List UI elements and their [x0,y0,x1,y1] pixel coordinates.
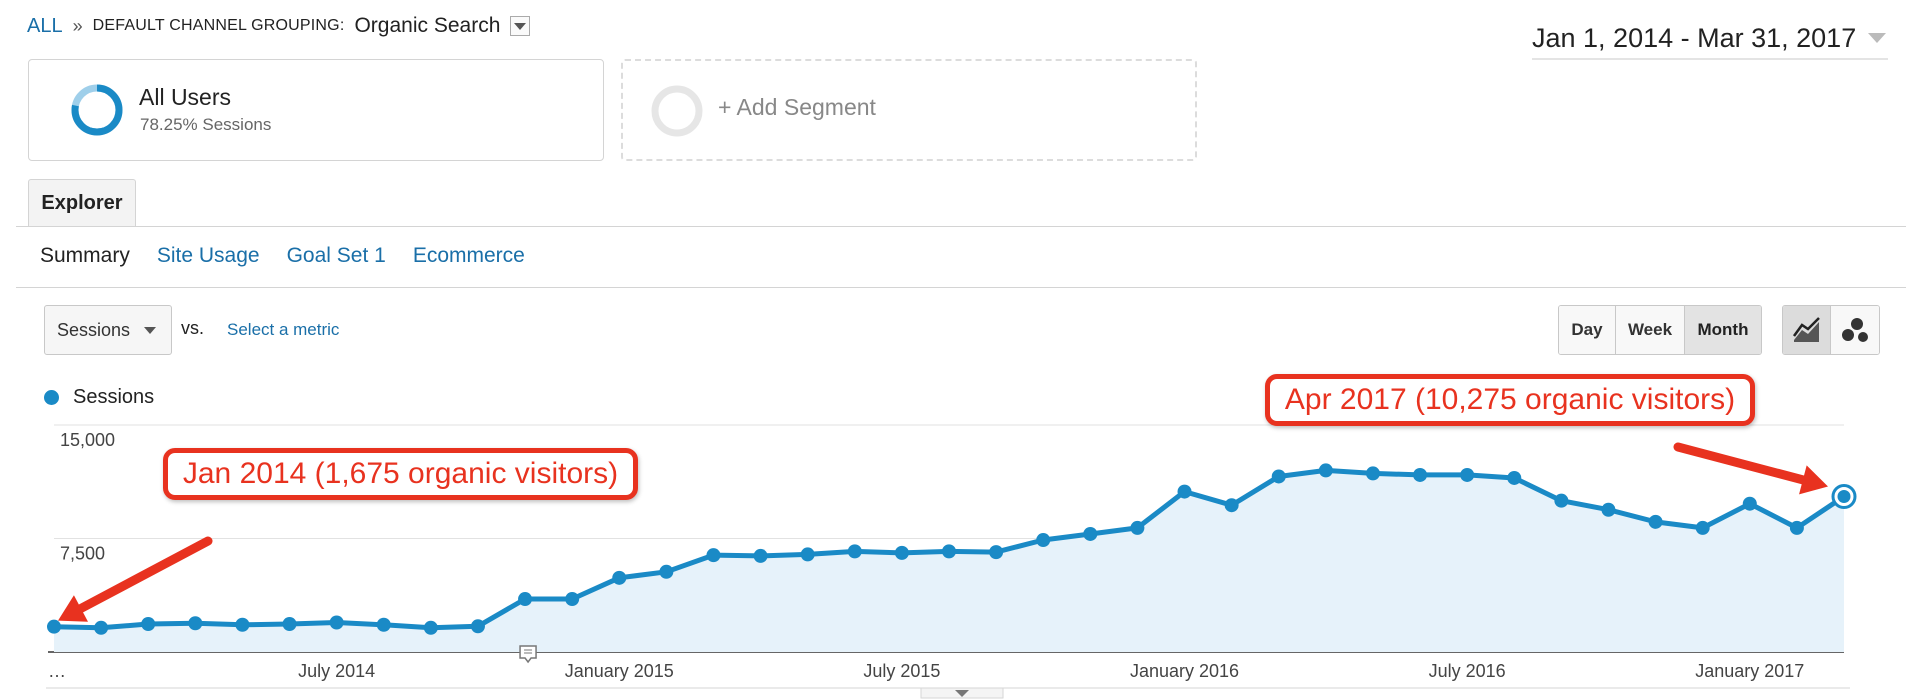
segment-all-users[interactable]: All Users 78.25% Sessions [28,59,604,161]
chevron-down-icon [1868,33,1887,43]
data-point[interactable] [235,617,250,632]
data-point[interactable] [612,570,627,585]
chevron-down-icon [144,326,157,334]
data-point[interactable] [800,547,815,562]
data-point[interactable] [706,548,721,563]
callout-end: Apr 2017 (10,275 organic visitors) [1265,374,1755,426]
period-toggle: Day Week Month [1558,305,1762,355]
motion-chart-icon [1842,318,1868,342]
tab-explorer[interactable]: Explorer [28,179,136,227]
sessions-area [54,470,1844,652]
data-point[interactable] [565,592,580,607]
data-point[interactable] [1318,463,1333,478]
line-chart-icon [1792,317,1820,342]
motion-chart-view-button[interactable] [1831,306,1879,354]
data-point[interactable] [47,619,61,634]
select-metric-link[interactable]: Select a metric [227,320,340,339]
data-point[interactable] [470,619,485,634]
add-segment-label: + Add Segment [718,94,876,120]
data-point[interactable] [94,620,109,635]
data-point[interactable] [1083,526,1098,541]
data-point[interactable] [188,616,203,631]
data-point[interactable] [1601,502,1616,517]
subtab-site-usage[interactable]: Site Usage [156,244,260,267]
subtab-summary[interactable]: Summary [40,244,130,267]
data-point[interactable] [1224,498,1239,513]
data-point[interactable] [282,617,297,632]
data-point[interactable] [1554,493,1569,508]
data-point[interactable] [894,545,909,560]
data-point[interactable] [376,617,391,632]
y-tick-label: 7,500 [60,544,105,564]
data-point[interactable] [847,544,862,559]
data-point[interactable] [1365,466,1380,481]
data-point[interactable] [659,564,674,579]
data-point[interactable] [1837,490,1851,504]
line-chart-view-button[interactable] [1783,306,1831,354]
data-point[interactable] [1648,514,1663,529]
breadcrumb: ALL » DEFAULT CHANNEL GROUPING: Organic … [27,14,531,38]
chart-view-toggle [1782,305,1880,355]
vs-label: vs. [181,318,205,338]
data-point[interactable] [423,620,438,635]
y-tick-label: 15,000 [60,430,115,450]
chevron-down-icon [514,22,527,30]
tab-divider [16,226,1906,227]
day-button[interactable]: Day [1559,306,1616,354]
data-point[interactable] [1742,496,1757,511]
subtab-goal-set-1[interactable]: Goal Set 1 [286,244,386,267]
x-tick-label: July 2015 [863,661,940,681]
annotation-icon[interactable] [519,645,537,664]
add-segment-button[interactable]: + Add Segment [621,59,1197,161]
channel-grouping-dropdown[interactable] [510,16,531,36]
date-range-picker[interactable]: Jan 1, 2014 - Mar 31, 2017 [1532,18,1888,60]
chevron-down-icon [955,690,969,697]
data-point[interactable] [1460,467,1475,482]
callout-start: Jan 2014 (1,675 organic visitors) [163,448,638,500]
chart-legend: Sessions [44,386,154,409]
metric-select-value: Sessions [57,319,131,340]
x-tick-label: January 2017 [1695,661,1804,681]
date-range-label: Jan 1, 2014 - Mar 31, 2017 [1532,22,1857,53]
metric-select[interactable]: Sessions [44,305,172,355]
segment-title: All Users [139,84,232,110]
arrow-end-icon [1673,442,1828,495]
breadcrumb-separator: » [72,15,83,36]
data-point[interactable] [518,592,533,607]
data-point[interactable] [1413,467,1428,482]
data-point[interactable] [942,544,956,559]
data-point[interactable] [329,615,344,630]
arrow-start-icon [58,536,213,622]
empty-segment-icon [651,85,703,137]
subtab-divider [16,287,1906,288]
x-tick-label: … [48,661,66,681]
chart-collapse-handle[interactable] [920,687,1004,699]
x-tick-label: July 2016 [1429,661,1506,681]
data-point[interactable] [1177,484,1192,499]
subtab-ecommerce[interactable]: Ecommerce [412,244,525,267]
data-point[interactable] [1036,533,1051,548]
x-tick-label: January 2016 [1130,661,1239,681]
segment-subtitle: 78.25% Sessions [140,115,272,134]
data-point[interactable] [1789,520,1804,535]
x-tick-label: January 2015 [565,661,674,681]
month-button[interactable]: Month [1685,306,1761,354]
breadcrumb-all-link[interactable]: ALL [27,14,63,37]
data-point[interactable] [141,617,156,632]
data-point[interactable] [1130,520,1145,535]
legend-sessions-label: Sessions [73,386,155,408]
legend-sessions-swatch [44,390,59,405]
channel-grouping-label: DEFAULT CHANNEL GROUPING: [92,17,345,34]
explorer-subtabs: Summary Site Usage Goal Set 1 Ecommerce [40,244,525,268]
data-point[interactable] [1695,520,1710,535]
data-point[interactable] [753,548,768,563]
x-tick-label: July 2014 [298,661,375,681]
data-point[interactable] [989,545,1004,560]
channel-grouping-value: Organic Search [354,14,501,37]
week-button[interactable]: Week [1616,306,1685,354]
segment-donut-icon [71,84,123,136]
data-point[interactable] [1507,470,1522,485]
data-point[interactable] [1271,469,1286,484]
